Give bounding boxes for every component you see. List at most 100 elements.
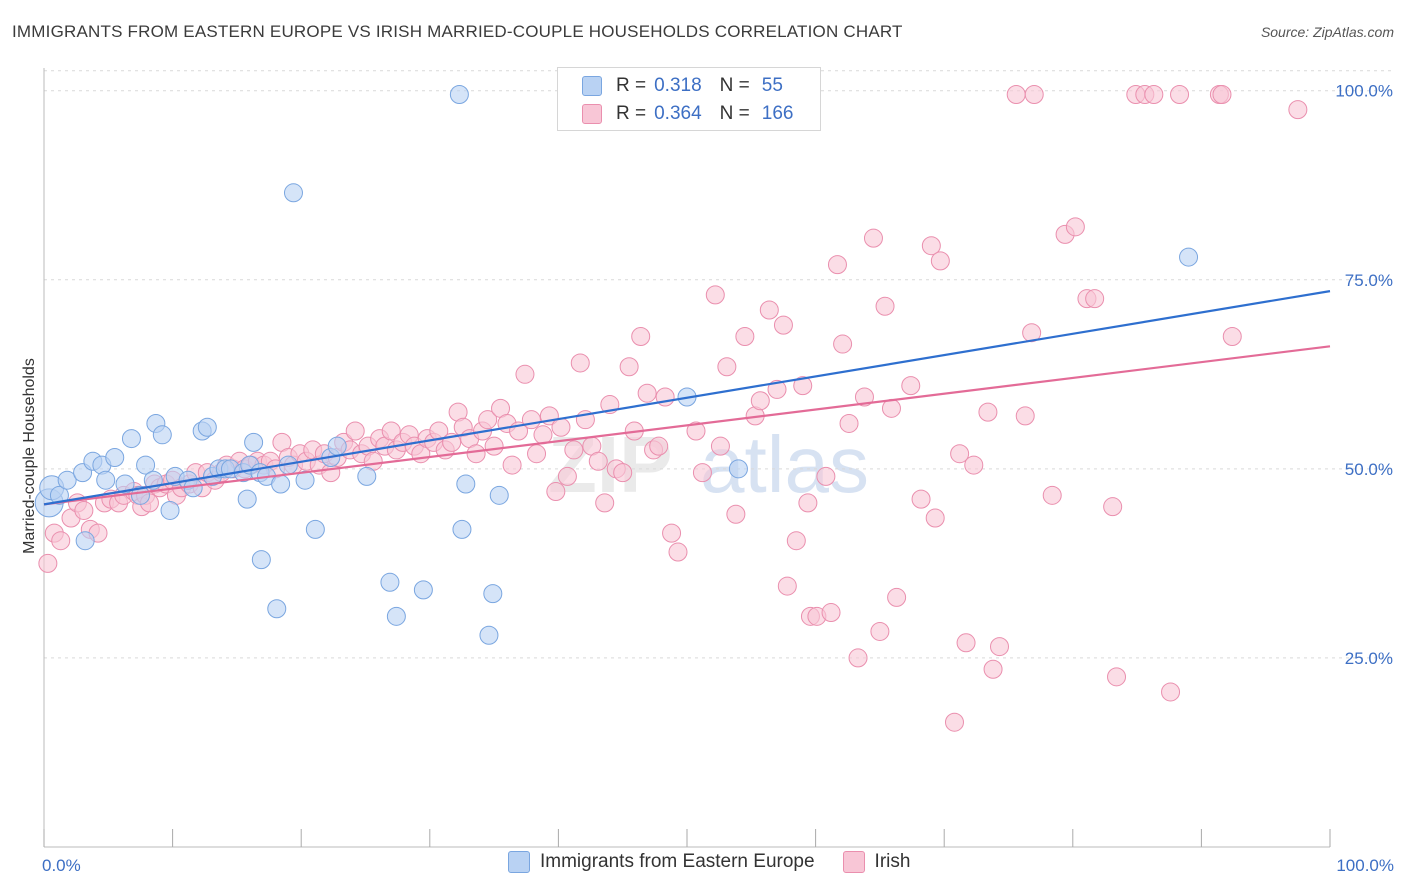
scatter-point [944, 712, 964, 732]
legend-label: Irish [874, 851, 911, 872]
scatter-point [449, 84, 469, 104]
legend-r-label: R = [616, 103, 647, 124]
scatter-point [1212, 84, 1232, 104]
scatter-point [930, 251, 950, 271]
scatter-point [130, 485, 150, 505]
scatter-point [631, 326, 651, 346]
legend-swatch-pink [582, 104, 602, 124]
scatter-point [244, 432, 264, 452]
scatter-point [1222, 326, 1242, 346]
scatter-point [1006, 84, 1026, 104]
scatter-point [854, 387, 874, 407]
scatter-point [466, 444, 486, 464]
y-tick-label: 75.0% [1345, 271, 1393, 290]
legend-item-irish[interactable]: Irish [842, 851, 911, 873]
scatter-point [686, 421, 706, 441]
scatter-point [49, 485, 69, 505]
scatter-point [983, 659, 1003, 679]
legend-label: Immigrants from Eastern Europe [540, 851, 815, 872]
scatter-point [452, 519, 472, 539]
series-eastern-europe [34, 84, 1199, 645]
scatter-point [570, 353, 590, 373]
scatter-point [767, 379, 787, 399]
y-axis-label: Married-couple Households [21, 358, 38, 554]
watermark-atlas: atlas [700, 420, 869, 509]
scatter-point [357, 466, 377, 486]
scatter-point [413, 580, 433, 600]
scatter-point [821, 603, 841, 623]
scatter-point [925, 508, 945, 528]
scatter-point [551, 417, 571, 437]
scatter-point [816, 466, 836, 486]
scatter-point [483, 584, 503, 604]
scatter-point [710, 436, 730, 456]
scatter-point [798, 493, 818, 513]
x-ticks [43, 829, 1331, 847]
scatter-point [74, 500, 94, 520]
scatter-point [197, 417, 217, 437]
scatter-point [1042, 485, 1062, 505]
scatter-point [115, 474, 135, 494]
scatter-point [1170, 84, 1190, 104]
x-tick-labels: 0.0% 100.0% [42, 856, 1394, 875]
legend-item-eastern-europe[interactable]: Immigrants from Eastern Europe [508, 851, 815, 873]
y-tick-label: 50.0% [1345, 460, 1393, 479]
series-irish [38, 84, 1308, 732]
scatter-point [839, 413, 859, 433]
scatter-point [827, 255, 847, 275]
scatter-point [759, 300, 779, 320]
legend-r-value: 0.318 [654, 75, 702, 96]
scatter-point [237, 489, 257, 509]
scatter-point [717, 357, 737, 377]
scatter-point [1085, 289, 1105, 309]
scatter-point [735, 326, 755, 346]
trendlines [43, 290, 1331, 506]
legend-swatch-blue [508, 851, 530, 873]
scatter-point [786, 531, 806, 551]
scatter-point [1015, 406, 1035, 426]
trendline-eastern-europe [43, 290, 1331, 506]
x-tick-label-min: 0.0% [42, 856, 81, 875]
scatter-point [1179, 247, 1199, 267]
scatter-point [527, 444, 547, 464]
scatter-point [619, 357, 639, 377]
legend-r-value: 0.364 [654, 103, 702, 124]
scatter-point [950, 444, 970, 464]
scatter-point [911, 489, 931, 509]
legend-row-irish: R = 0.364 N = 166 [582, 102, 793, 126]
scatter-point [649, 436, 669, 456]
scatter-point [1103, 497, 1123, 517]
scatter-point [978, 402, 998, 422]
scatter-point [773, 315, 793, 335]
legend-n-label: N = [719, 103, 750, 124]
scatter-point [489, 485, 509, 505]
scatter-point [726, 504, 746, 524]
scatter-point [833, 334, 853, 354]
scatter-point [251, 550, 271, 570]
scatter-point [637, 383, 657, 403]
legend-n-label: N = [719, 75, 750, 96]
scatter-point [956, 633, 976, 653]
scatter-point [564, 440, 584, 460]
scatter-point [875, 296, 895, 316]
scatter-point [267, 599, 287, 619]
scatter-point [295, 470, 315, 490]
scatter-point [848, 648, 868, 668]
legend-row-eastern-europe: R = 0.318 N = 55 [582, 74, 783, 98]
scatter-point [478, 410, 498, 430]
scatter-point [863, 228, 883, 248]
scatter-point [521, 410, 541, 430]
scatter-point [901, 376, 921, 396]
scatter-point [57, 470, 77, 490]
scatter-point [160, 500, 180, 520]
legend-n-value: 166 [761, 103, 794, 124]
scatter-point [105, 448, 125, 467]
scatter-point [1288, 100, 1308, 120]
scatter-point [964, 455, 984, 475]
scatter-point [1022, 323, 1042, 343]
scatter-point [479, 625, 499, 645]
scatter-point [1144, 84, 1164, 104]
scatter-point [557, 466, 577, 486]
scatter-point [613, 463, 633, 483]
